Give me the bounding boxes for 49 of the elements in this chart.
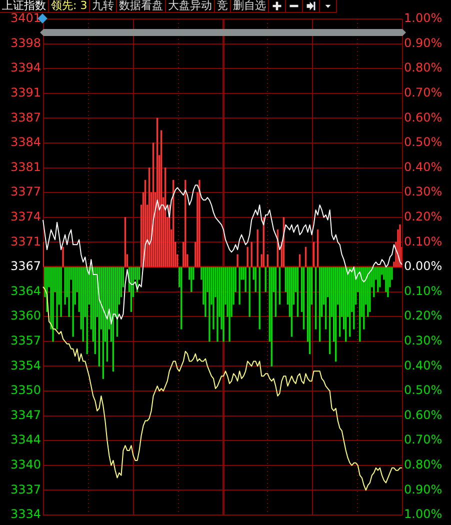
y2-tick-label: 0.50% bbox=[404, 383, 442, 398]
y2-tick-label: 0.90% bbox=[404, 482, 442, 496]
y2-tick-label: 0.50% bbox=[404, 135, 442, 150]
y-tick-label: 3337 bbox=[10, 482, 41, 496]
y-tick-label: 3357 bbox=[10, 334, 41, 348]
y2-tick-label: 0.30% bbox=[404, 334, 442, 348]
y-tick-label: 3401 bbox=[10, 11, 41, 26]
y-tick-label: 3350 bbox=[10, 383, 41, 398]
y2-tick-label: 0.60% bbox=[404, 110, 442, 124]
y2-tick-label: 1.00% bbox=[404, 507, 442, 522]
y2-tick-label: 0.20% bbox=[404, 308, 442, 323]
y2-tick-label: 0.80% bbox=[404, 458, 442, 472]
y2-tick-label: 0.10% bbox=[404, 234, 442, 248]
y-tick-label: 3381 bbox=[10, 160, 41, 174]
y-tick-label: 3367 bbox=[10, 259, 41, 274]
y2-tick-label: 0.90% bbox=[404, 36, 442, 50]
y2-tick-label: 0.40% bbox=[404, 160, 442, 174]
y-tick-label: 3360 bbox=[10, 308, 41, 323]
y2-tick-label: 0.70% bbox=[404, 432, 442, 447]
y2-tick-label: 0.40% bbox=[404, 358, 442, 372]
y2-tick-label: 0.80% bbox=[404, 60, 442, 75]
y-tick-label: 3391 bbox=[10, 86, 41, 100]
y2-tick-label: 0.60% bbox=[404, 408, 442, 422]
y-tick-label: 3340 bbox=[10, 458, 41, 472]
y2-tick-label: 0.00% bbox=[404, 259, 442, 274]
text: 数据看盘 bbox=[117, 0, 166, 13]
y2-tick-label: 1.00% bbox=[404, 11, 442, 26]
y-tick-label: 3387 bbox=[10, 110, 41, 124]
chart-title: 上证指数 bbox=[0, 0, 49, 13]
y-tick-label: 3377 bbox=[10, 184, 41, 199]
y-tick-label: 3334 bbox=[10, 507, 41, 522]
y2-tick-label: 0.30% bbox=[404, 184, 442, 199]
y-tick-label: 3354 bbox=[10, 358, 41, 372]
y2-tick-label: 0.20% bbox=[404, 210, 442, 224]
y2-tick-label: 0.70% bbox=[404, 86, 442, 100]
text: 九转 bbox=[90, 0, 118, 13]
y-tick-label: 3398 bbox=[10, 36, 41, 50]
text: 大盘异动 bbox=[166, 0, 216, 13]
text: 领先: 3 bbox=[49, 0, 90, 13]
y2-tick-label: 0.10% bbox=[404, 284, 442, 298]
text: 删自选 bbox=[231, 0, 270, 13]
y-tick-label: 3384 bbox=[10, 135, 41, 150]
y-tick-label: 3364 bbox=[10, 284, 41, 298]
y-tick-label: 3371 bbox=[10, 234, 41, 248]
y-tick-label: 3344 bbox=[10, 432, 41, 447]
y-tick-label: 3394 bbox=[10, 60, 41, 75]
y-tick-label: 3347 bbox=[10, 408, 41, 422]
text: 竞 bbox=[215, 0, 232, 13]
y-tick-label: 3374 bbox=[10, 210, 41, 224]
